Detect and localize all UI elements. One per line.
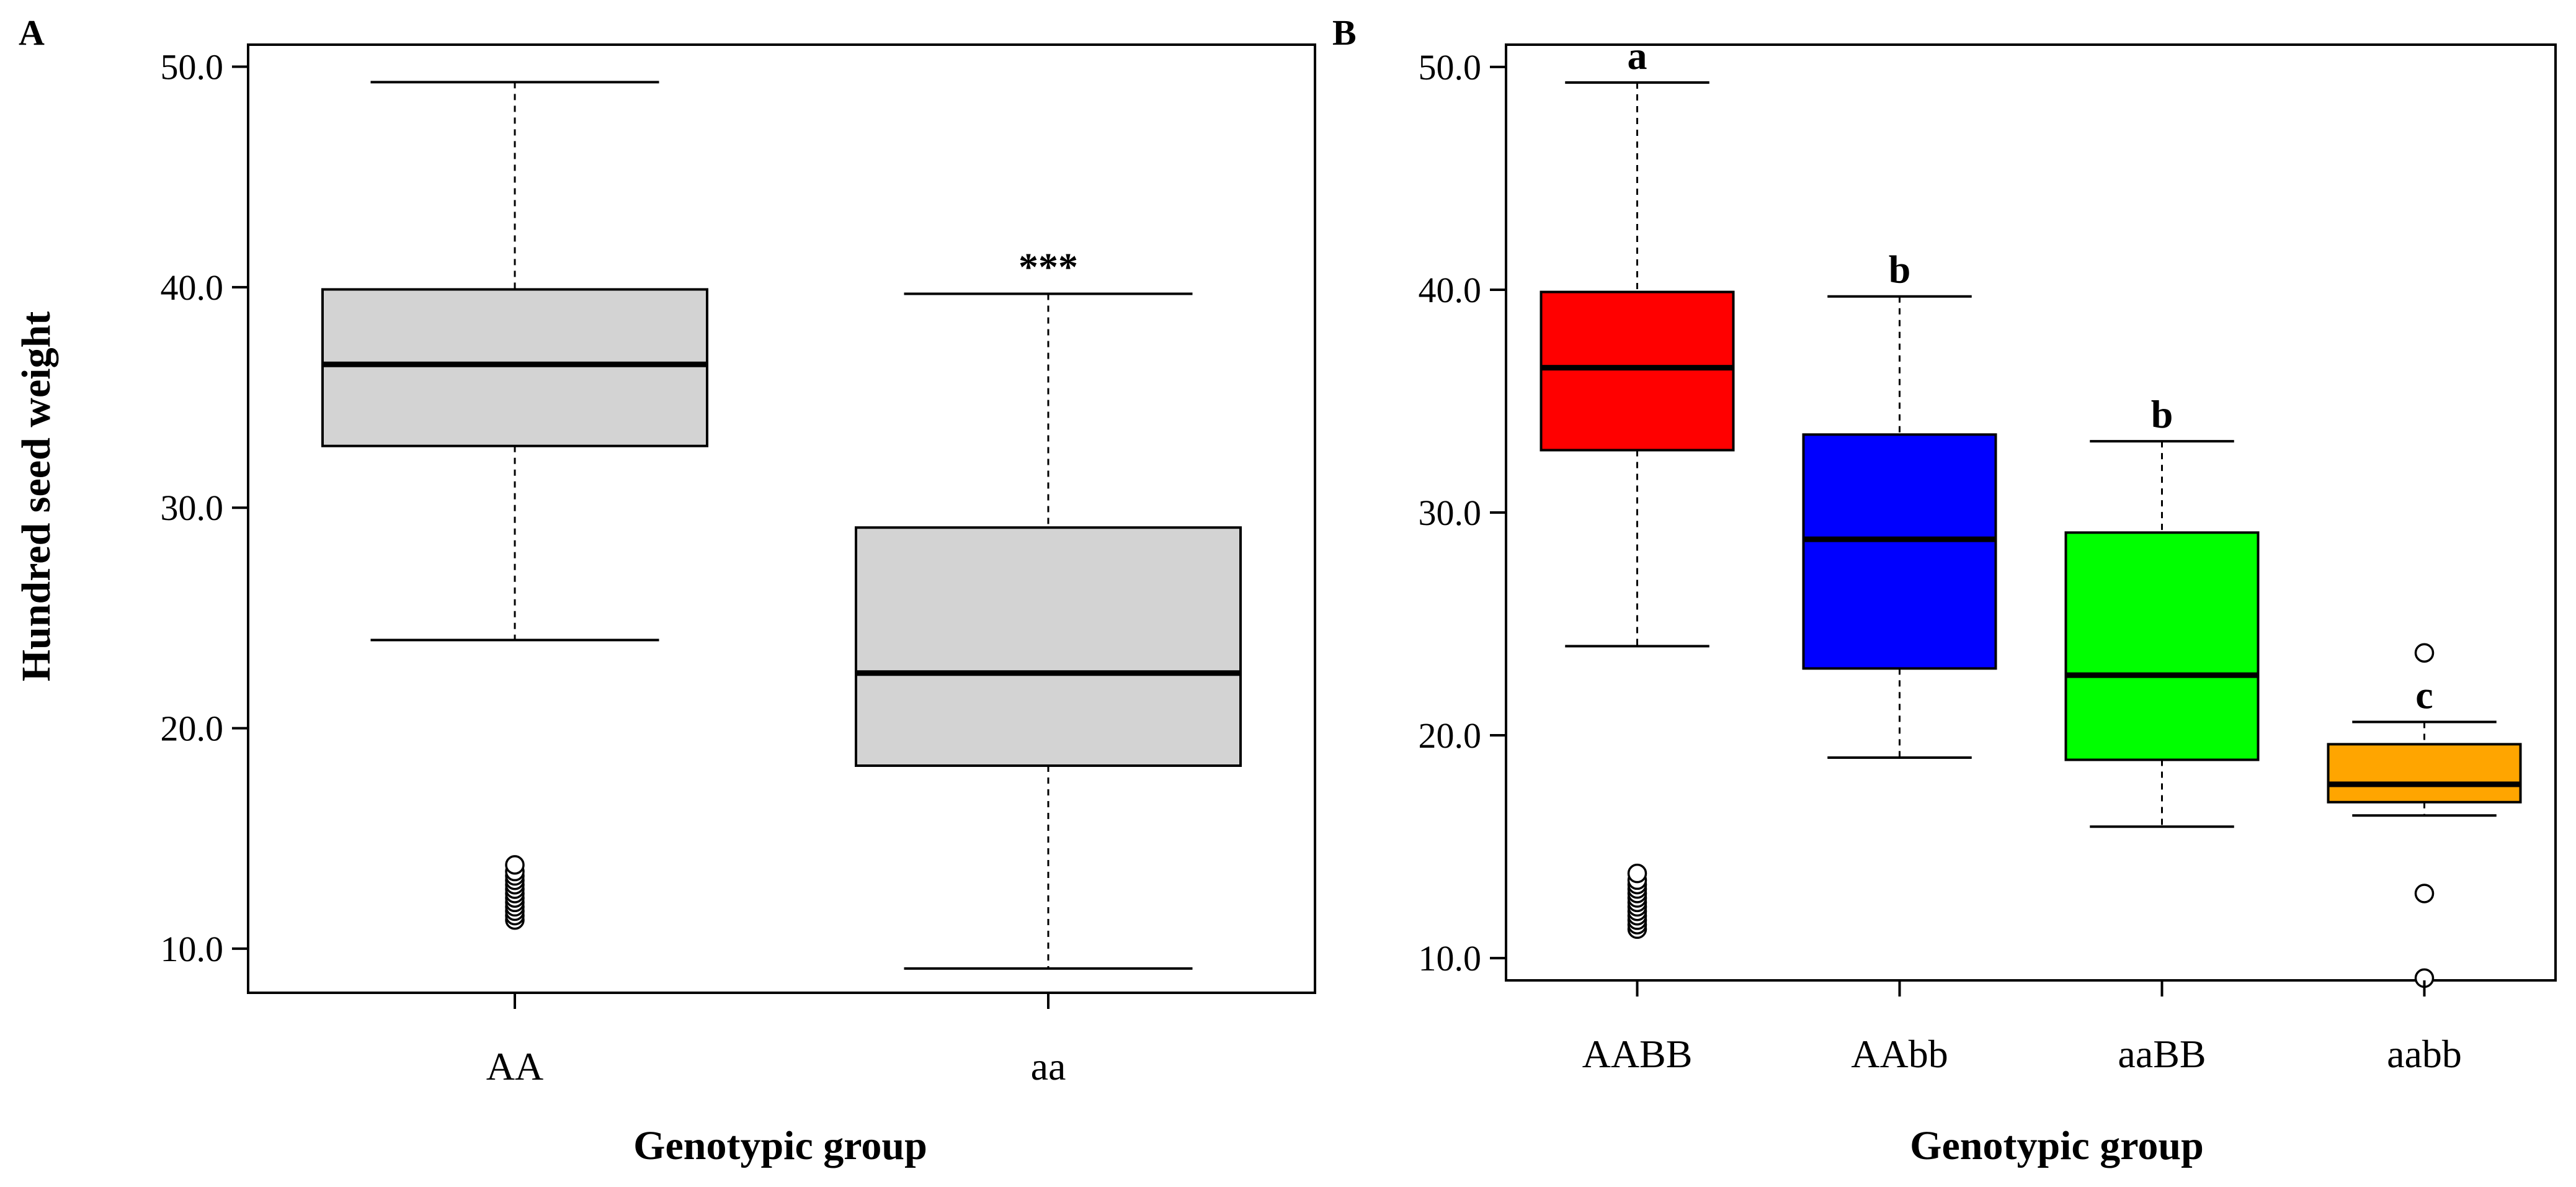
- panel-b-aabb-significance-label: c: [2415, 673, 2433, 717]
- panel-b-aabb-significance-label: b: [1889, 248, 1911, 292]
- panel-b-aabb-box: [1540, 290, 1735, 452]
- panel-a-y-axis-title: Hundred seed weight: [14, 311, 59, 682]
- panel-a-plot: 10.0 20.0 30.0 40.0 50.0 AA *** aa: [161, 43, 1316, 1088]
- panel-a-aa-box: [855, 526, 1242, 767]
- panel-b-y-tick-label: 50.0: [1419, 47, 1482, 87]
- panel-b-aabb-significance-label: b: [2151, 392, 2173, 436]
- panel-b-aabb-outlier-point: [2414, 643, 2435, 663]
- panel-a-y-tick-label: 50.0: [161, 47, 224, 87]
- panel-b-aabb-outlier-point: [1627, 863, 1647, 884]
- panel-a-x-axis-title: Genotypic group: [633, 1123, 927, 1168]
- panel-b-aabb-box: [2064, 531, 2260, 761]
- panel-b-aabb-category-label: aaBB: [2118, 1032, 2206, 1076]
- panel-a-aa-category-label: aa: [1031, 1044, 1066, 1088]
- panel-b-aabb-outlier-point: [2414, 884, 2435, 903]
- panel-a-aa-significance-label: ***: [1018, 245, 1078, 289]
- panel-b-aabb-category-label: AABB: [1582, 1032, 1693, 1076]
- panel-a-y-tick-label: 10.0: [161, 929, 224, 969]
- panel-b-aabb-category-label: aabb: [2387, 1032, 2462, 1076]
- panel-a-aa-category-label: AA: [486, 1044, 543, 1088]
- panel-a-y-tick-label: 20.0: [161, 709, 224, 749]
- panel-b-x-axis-title: Genotypic group: [1910, 1123, 2204, 1168]
- panel-b-aabb-category-label: AAbb: [1851, 1032, 1948, 1076]
- panel-b-y-tick-label: 20.0: [1419, 715, 1482, 756]
- panel-a-y-tick-label: 40.0: [161, 267, 224, 308]
- panel-b-y-tick-label: 30.0: [1419, 493, 1482, 533]
- panel-b-y-tick-label: 10.0: [1419, 938, 1482, 979]
- panel-a-aa-outlier-point: [505, 855, 525, 875]
- panel-b-aabb-box: [2327, 743, 2522, 804]
- panel-b-aabb-box: [1802, 433, 1997, 670]
- panel-a-aa-box: [321, 288, 708, 447]
- panel-b-y-tick-label: 40.0: [1419, 270, 1482, 310]
- panel-a-plot-frame: [247, 43, 1316, 994]
- panel-b-aabb-significance-label: a: [1628, 34, 1647, 78]
- panel-b: B 10.0 20.0 30.0 40.0 50.0 a AABB b AAbb b aaBB c aa…: [1332, 12, 2557, 1168]
- panel-b-plot: 10.0 20.0 30.0 40.0 50.0 a AABB b AAbb b aaBB c aabb: [1419, 34, 2557, 1076]
- panel-b-plot-frame: [1505, 43, 2557, 982]
- panel-b-letter: B: [1332, 12, 1357, 53]
- panel-a-letter: A: [19, 12, 45, 53]
- panel-a-y-tick-label: 30.0: [161, 488, 224, 528]
- panel-a: A Hundred seed weight 10.0 20.0 30.0 40.0 50…: [14, 12, 1316, 1168]
